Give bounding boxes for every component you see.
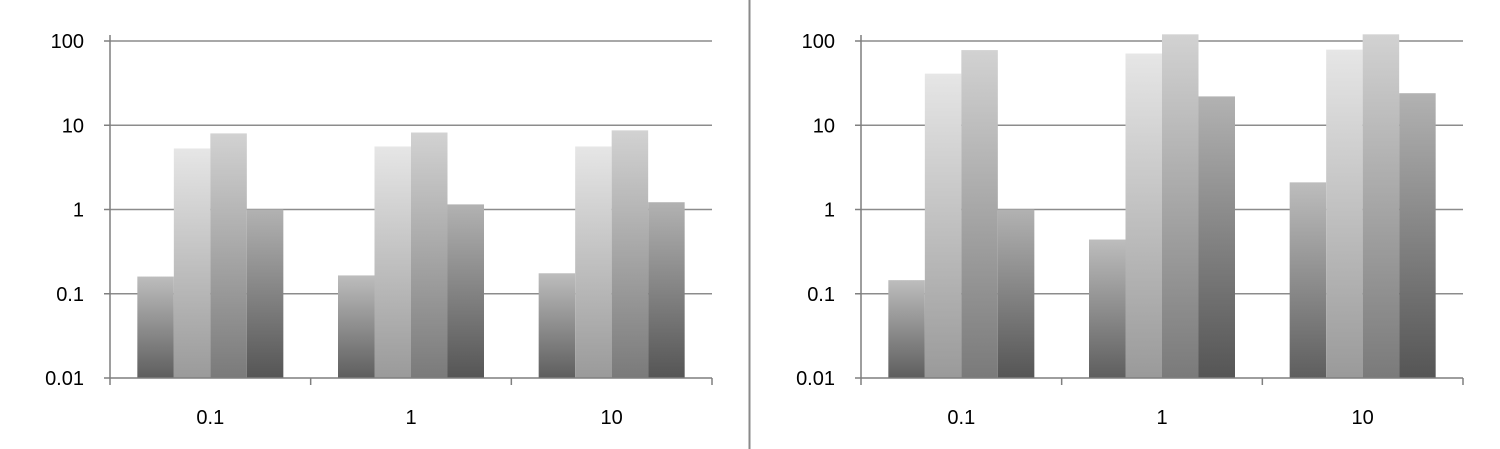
y-tick-label: 0.01 — [796, 368, 835, 390]
bar — [1362, 34, 1400, 378]
bar — [1162, 34, 1199, 378]
y-tick-label: 100 — [51, 31, 84, 53]
bar — [338, 275, 375, 378]
bar — [173, 148, 211, 378]
x-category-label: 1 — [1156, 407, 1167, 429]
y-tick-label: 1 — [824, 200, 835, 222]
bar — [1198, 96, 1235, 379]
bar — [961, 50, 998, 378]
bar — [648, 202, 685, 378]
y-tick-label: 10 — [813, 115, 835, 137]
y-tick-label: 0.1 — [807, 284, 835, 306]
x-category-label: 10 — [601, 407, 623, 429]
y-tick-label: 100 — [802, 31, 835, 53]
bar — [888, 280, 925, 378]
bar — [575, 146, 612, 378]
y-tick-label: 1 — [73, 200, 84, 222]
bar — [447, 204, 484, 378]
bar — [538, 273, 576, 378]
bar — [246, 209, 284, 378]
y-tick-label: 0.1 — [56, 284, 84, 306]
chart-left: 0.01 0.1 1 10 100 0.1 1 10 — [45, 31, 713, 429]
bar — [1289, 182, 1327, 378]
x-category-label: 0.1 — [947, 407, 975, 429]
bar — [411, 132, 448, 378]
y-tick-label: 0.01 — [45, 368, 84, 390]
x-category-label: 0.1 — [196, 407, 224, 429]
bar — [374, 146, 411, 378]
y-tick-label: 10 — [62, 115, 84, 137]
bar — [1326, 49, 1363, 379]
chart-right: 0.01 0.1 1 10 100 0.1 1 10 — [796, 31, 1464, 429]
bar — [924, 73, 962, 379]
bar — [1089, 239, 1126, 378]
bar — [1399, 93, 1436, 379]
bar — [611, 130, 649, 378]
bar — [1125, 53, 1162, 378]
x-category-label: 1 — [405, 407, 416, 429]
bar — [210, 133, 247, 378]
bar — [997, 209, 1035, 378]
bar — [137, 276, 174, 378]
x-category-label: 10 — [1352, 407, 1374, 429]
